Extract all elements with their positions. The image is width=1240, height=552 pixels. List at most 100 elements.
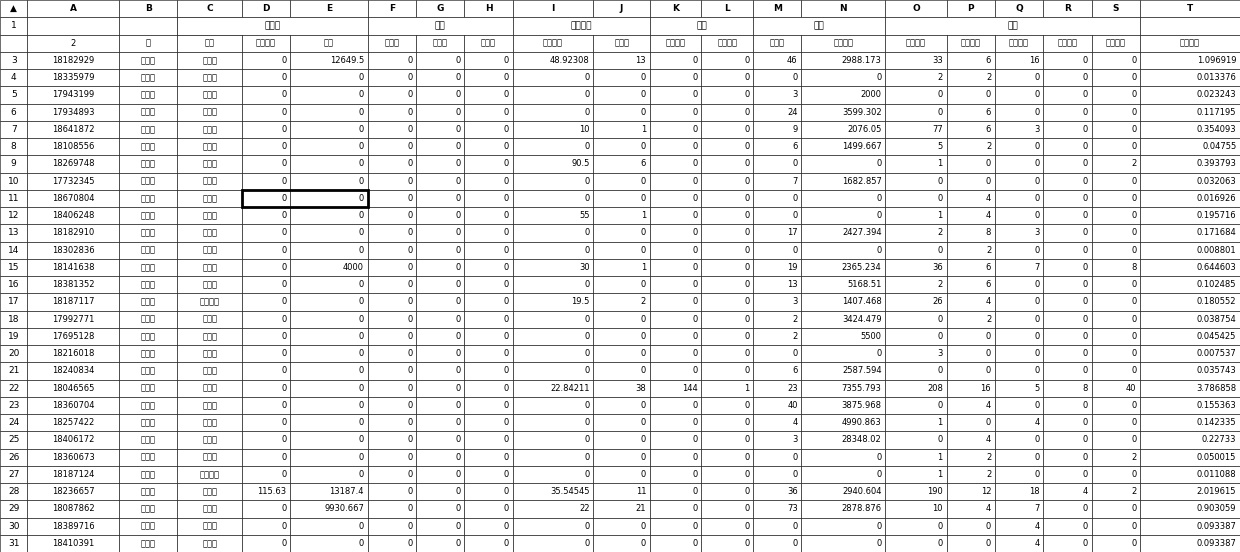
Text: 苏州市: 苏州市 [141, 401, 156, 410]
Text: 4: 4 [986, 401, 991, 410]
Bar [1091, 224, 1140, 242]
Text: 0: 0 [641, 246, 646, 254]
Text: 0: 0 [455, 108, 461, 116]
Bar [417, 293, 465, 310]
Text: 7: 7 [1034, 505, 1039, 513]
Bar [801, 345, 885, 362]
Text: 0: 0 [792, 539, 797, 548]
Text: 单位产出: 单位产出 [255, 39, 277, 47]
Bar [946, 104, 994, 121]
Text: Q: Q [1016, 4, 1023, 13]
Bar [242, 224, 290, 242]
Text: 0: 0 [358, 246, 363, 254]
Bar [465, 138, 513, 155]
Text: 46: 46 [787, 56, 797, 65]
Bar [994, 0, 1043, 17]
Text: 1: 1 [744, 384, 749, 392]
Bar [290, 535, 367, 552]
Text: 0: 0 [455, 56, 461, 65]
Bar [650, 86, 702, 104]
Bar [594, 121, 650, 138]
Text: 0: 0 [1131, 436, 1136, 444]
Bar [177, 380, 242, 397]
Bar [290, 0, 367, 17]
Text: 0: 0 [877, 522, 882, 530]
Text: 无锡市: 无锡市 [141, 349, 156, 358]
Bar [1091, 535, 1140, 552]
Bar [1043, 380, 1091, 397]
Bar [702, 293, 753, 310]
Bar [702, 397, 753, 414]
Text: 18108556: 18108556 [52, 142, 94, 151]
Bar [465, 276, 513, 293]
Bar [946, 414, 994, 431]
Bar [242, 328, 290, 345]
Text: 2: 2 [71, 39, 76, 47]
Text: 0: 0 [407, 108, 413, 116]
Text: 0: 0 [792, 211, 797, 220]
Bar [242, 86, 290, 104]
Bar [177, 483, 242, 500]
Text: 0: 0 [1083, 332, 1087, 341]
Bar [1043, 483, 1091, 500]
Text: 0: 0 [641, 418, 646, 427]
Bar [594, 276, 650, 293]
Text: 0: 0 [692, 73, 698, 82]
Bar [242, 172, 290, 190]
Bar [885, 121, 946, 138]
Bar [513, 380, 594, 397]
Text: 0: 0 [1131, 315, 1136, 323]
Text: 0: 0 [455, 505, 461, 513]
Bar [367, 535, 417, 552]
Bar [242, 380, 290, 397]
Bar [753, 397, 801, 414]
Text: 0: 0 [1131, 349, 1136, 358]
Text: 0.035743: 0.035743 [1197, 367, 1236, 375]
Text: 0: 0 [407, 367, 413, 375]
Text: 苏州市: 苏州市 [141, 56, 156, 65]
Text: 0: 0 [407, 315, 413, 323]
Bar [417, 310, 465, 328]
Bar [367, 518, 417, 535]
Text: 0: 0 [584, 177, 590, 185]
Bar [417, 431, 465, 448]
Text: 90.5: 90.5 [572, 160, 590, 168]
Text: 19: 19 [787, 263, 797, 272]
Bar [994, 483, 1043, 500]
Bar [367, 104, 417, 121]
Text: 0: 0 [877, 470, 882, 479]
Text: 苏州市: 苏州市 [141, 229, 156, 237]
Text: 0: 0 [455, 73, 461, 82]
Text: 36: 36 [932, 263, 942, 272]
Text: 0: 0 [1131, 142, 1136, 151]
Bar [1043, 104, 1091, 121]
Bar [650, 207, 702, 224]
Text: 0: 0 [358, 298, 363, 306]
Bar [946, 448, 994, 466]
Text: 锡山区: 锡山区 [202, 349, 217, 358]
Text: 14: 14 [7, 246, 20, 254]
Text: 0: 0 [1083, 418, 1087, 427]
Bar [1091, 310, 1140, 328]
Bar [119, 172, 177, 190]
Bar [417, 34, 465, 52]
Bar [594, 69, 650, 86]
Bar [594, 0, 650, 17]
Bar [946, 242, 994, 259]
Bar [367, 17, 513, 34]
Bar [650, 104, 702, 121]
Text: 0: 0 [584, 367, 590, 375]
Text: 0: 0 [1083, 194, 1087, 203]
Text: 0: 0 [692, 108, 698, 116]
Text: 0.22733: 0.22733 [1202, 436, 1236, 444]
Text: 0: 0 [937, 91, 942, 99]
Text: 0: 0 [744, 522, 749, 530]
Text: 0: 0 [358, 401, 363, 410]
Text: 0: 0 [692, 539, 698, 548]
Text: 0: 0 [281, 194, 286, 203]
Text: 26: 26 [7, 453, 20, 461]
Text: 0: 0 [744, 298, 749, 306]
Bar [885, 414, 946, 431]
Bar [367, 155, 417, 172]
Bar [417, 466, 465, 483]
